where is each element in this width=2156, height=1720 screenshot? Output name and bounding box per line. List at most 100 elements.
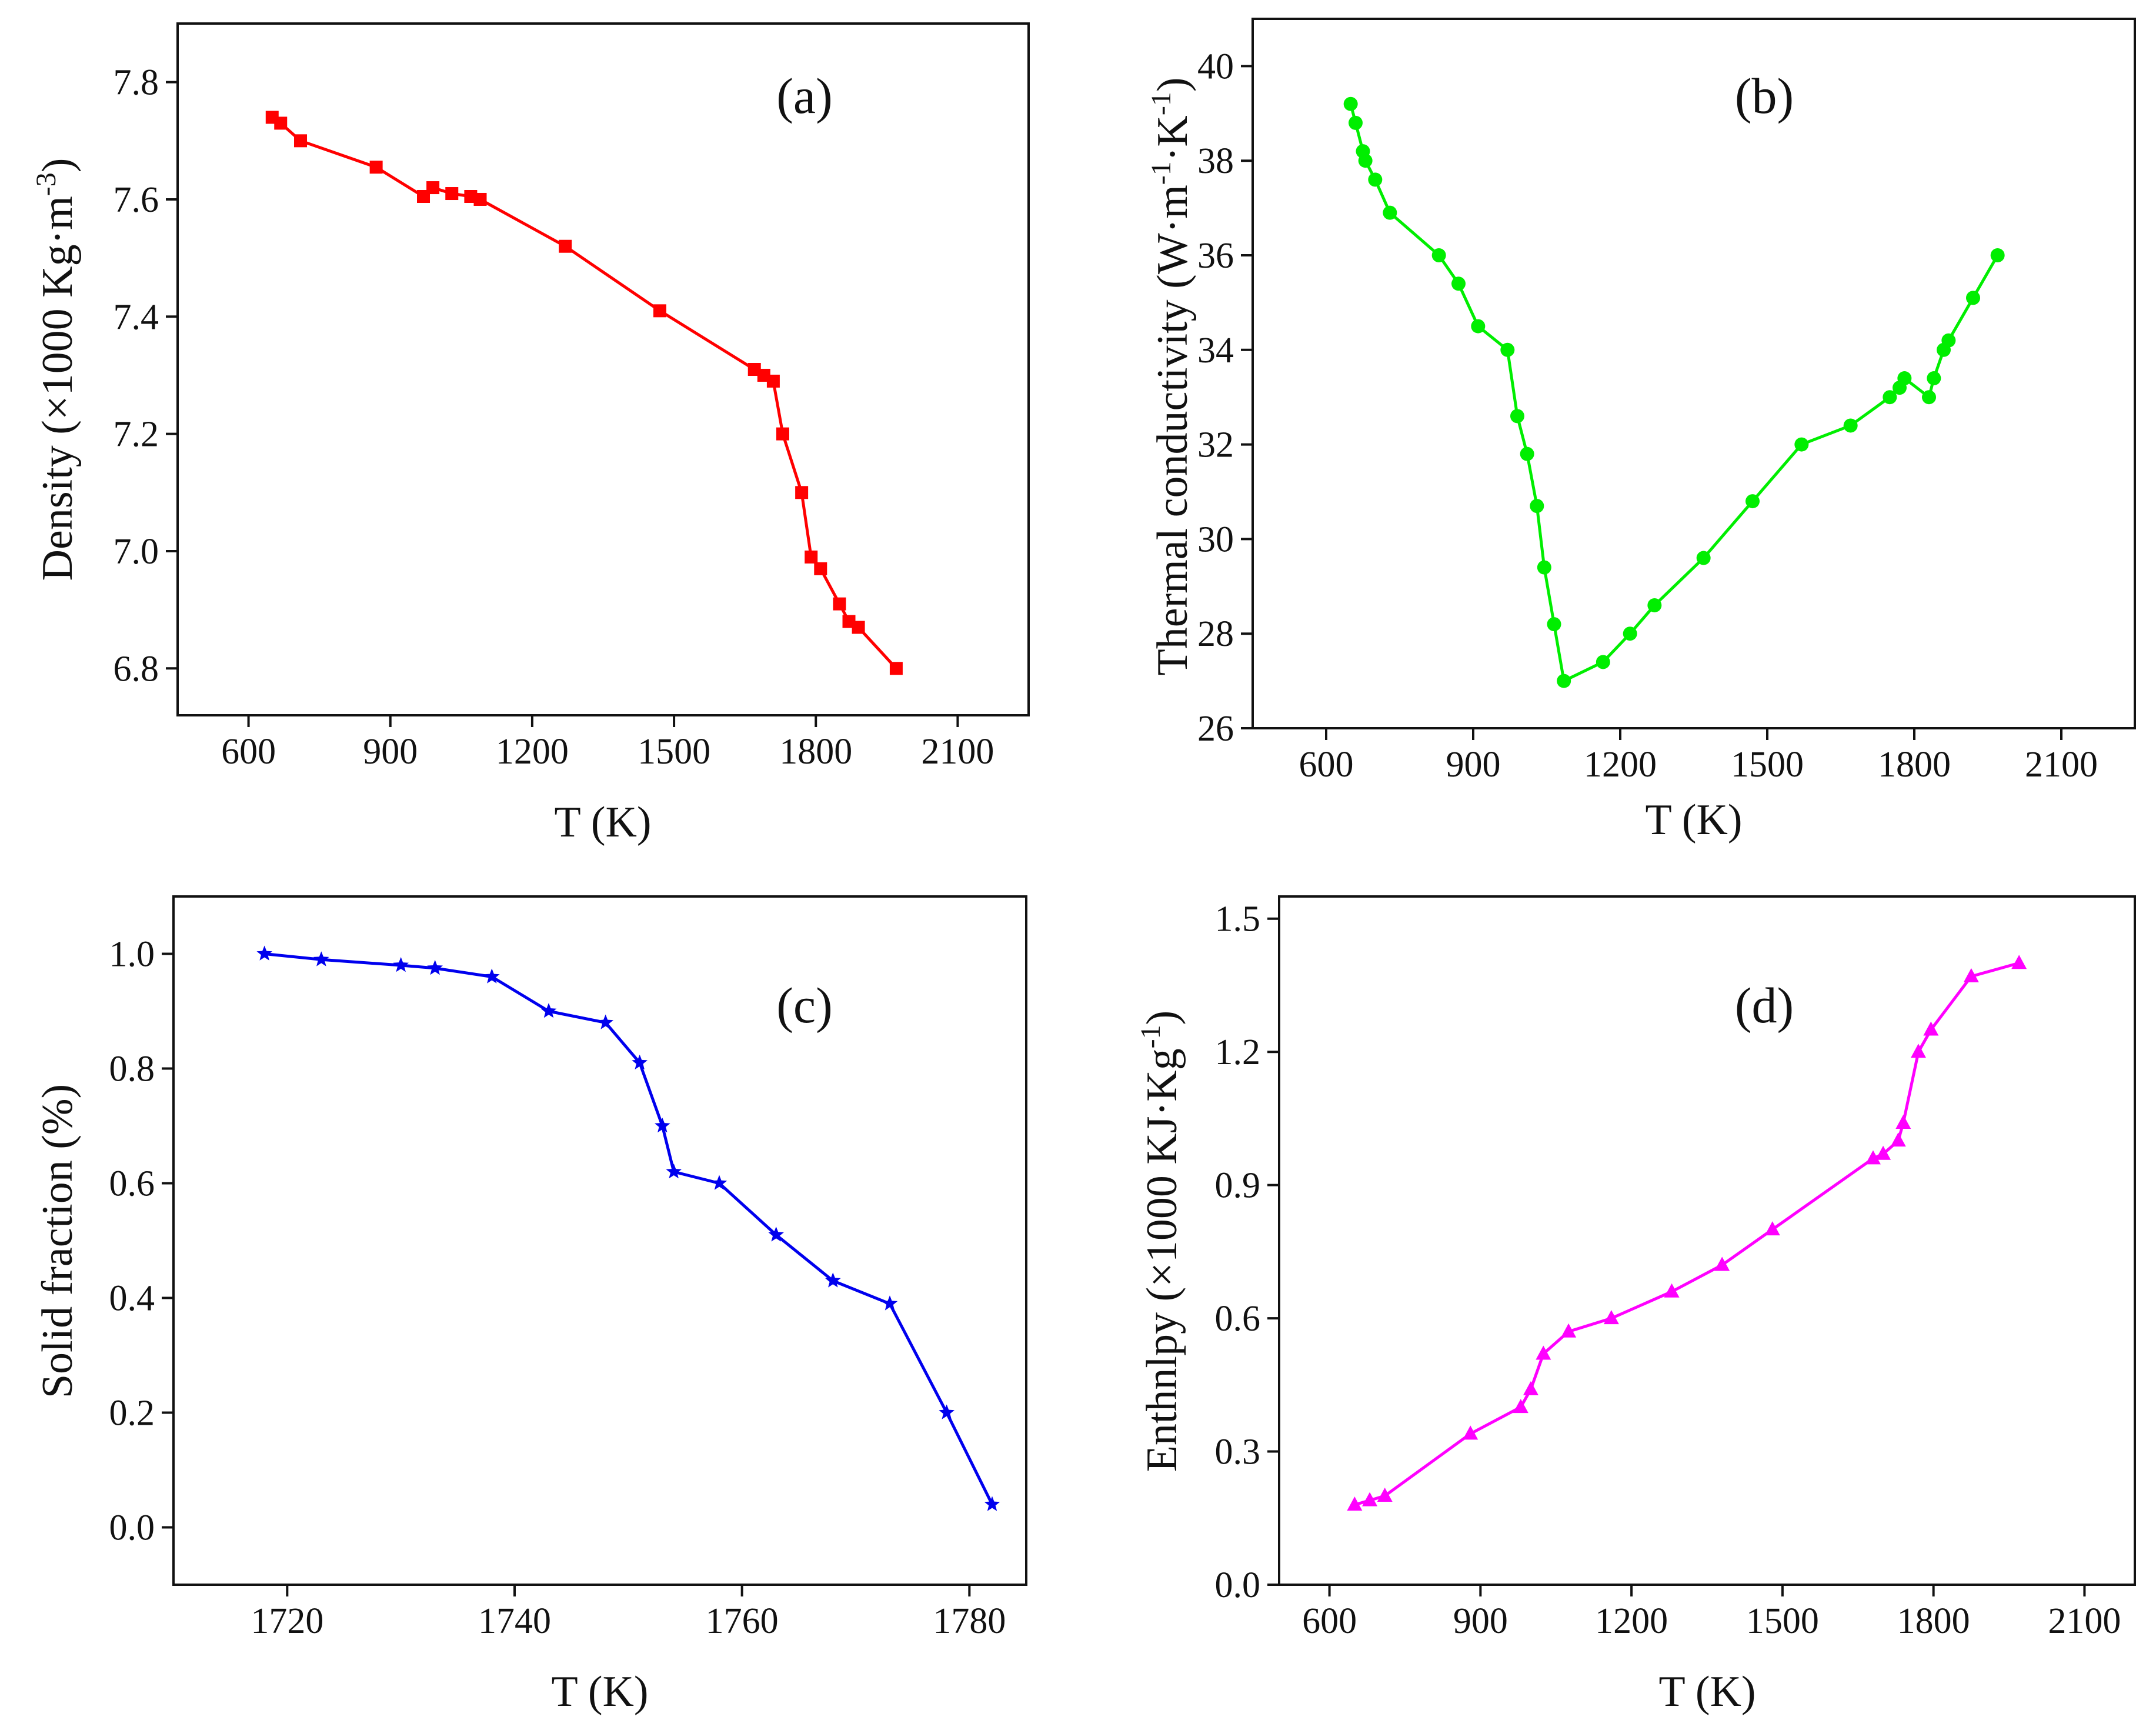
- panel-a-tag: (a): [776, 68, 832, 124]
- panel-d-y-axis-title: Enthnlpy (×1000 KJ·Kg-1): [1135, 1011, 1186, 1472]
- y-tick-label: 36: [1197, 236, 1234, 276]
- data-point: [1362, 1492, 1378, 1506]
- data-point: [1451, 276, 1466, 291]
- data-point: [1536, 1345, 1551, 1360]
- data-point: [256, 945, 272, 961]
- y-tick-label: 34: [1197, 331, 1234, 371]
- y-tick-label: 0.0: [1215, 1565, 1261, 1605]
- data-point: [1963, 968, 1979, 982]
- y-tick-label: 0.6: [109, 1164, 155, 1204]
- data-point: [1875, 1145, 1891, 1160]
- data-point: [540, 1003, 557, 1018]
- panel-d-y-title-end: ): [1138, 1011, 1186, 1025]
- y-tick-label: 7.4: [114, 297, 159, 337]
- x-tick-label: 1800: [1897, 1601, 1970, 1641]
- panel-a-series: [265, 111, 903, 675]
- y-tick-label: 7.0: [114, 532, 159, 572]
- data-point: [1547, 617, 1561, 632]
- data-point: [1431, 248, 1446, 262]
- panel-a-plot-frame: [176, 22, 1030, 716]
- panel-c-series-line: [264, 952, 994, 1505]
- x-tick-label: 1780: [933, 1601, 1006, 1641]
- x-tick-label: 1740: [478, 1601, 551, 1641]
- x-tick-label: 1200: [1595, 1601, 1668, 1641]
- x-tick-label: 1200: [496, 732, 569, 772]
- x-tick-label: 1500: [638, 732, 710, 772]
- data-point: [1561, 1323, 1577, 1338]
- panel-d-ticks: 600 900 1200 1500 1800 2100 0.0 0.3 0.6 0.9 1.2 1.5: [1215, 899, 2121, 1641]
- panel-d-x-axis-title: T (K): [1658, 1668, 1755, 1716]
- panel-b-y-title-sup2: -1: [1146, 92, 1177, 115]
- data-point: [1794, 437, 1809, 452]
- panel-a-y-axis-title: Density (×1000 Kg·m-3): [31, 158, 82, 581]
- data-point: [313, 951, 329, 966]
- y-tick-label: 32: [1197, 425, 1234, 465]
- data-point: [1890, 1132, 1906, 1147]
- panel-a-ticks: 600 900 1200 1500 1800 2100 6.8 7.0 7.2 7.4 7.6 7.8: [114, 63, 994, 772]
- data-point: [1530, 499, 1544, 514]
- data-point: [1500, 342, 1515, 357]
- panel-a-density-chart: 600 900 1200 1500 1800 2100 6.8 7.0 7.2 7.4 7.6 7.8…: [31, 22, 1030, 846]
- data-point: [1897, 371, 1912, 386]
- data-point: [1910, 1044, 1926, 1058]
- data-point: [1746, 494, 1760, 509]
- data-point: [1714, 1256, 1730, 1271]
- data-point: [1463, 1425, 1479, 1440]
- data-point: [653, 304, 666, 318]
- data-point: [852, 621, 865, 634]
- panel-d-series: [1347, 955, 2027, 1511]
- data-point: [711, 1175, 727, 1190]
- data-point: [1383, 205, 1397, 220]
- data-point: [1865, 1150, 1881, 1165]
- panel-d-tag: (d): [1735, 977, 1794, 1034]
- data-point: [1347, 1496, 1363, 1511]
- x-tick-label: 1760: [706, 1601, 779, 1641]
- data-point: [1647, 598, 1662, 612]
- panel-d-y-title-sup: -1: [1135, 1025, 1166, 1048]
- data-point: [484, 968, 500, 984]
- data-point: [1520, 446, 1534, 461]
- y-tick-label: 28: [1197, 614, 1234, 654]
- data-point: [1923, 1021, 1939, 1036]
- y-tick-label: 0.8: [109, 1049, 155, 1089]
- y-tick-label: 1.5: [1215, 899, 1261, 939]
- data-point: [1368, 172, 1383, 187]
- data-point: [2011, 955, 2027, 969]
- panel-a-y-title-sup: -3: [31, 172, 62, 196]
- x-tick-label: 900: [1446, 745, 1501, 785]
- panel-b-x-axis-title: T (K): [1645, 796, 1742, 844]
- data-point: [632, 1054, 648, 1070]
- panel-c-tag: (c): [776, 977, 832, 1034]
- data-point: [1557, 674, 1571, 688]
- data-point: [598, 1014, 613, 1029]
- data-point: [559, 239, 572, 253]
- x-tick-label: 1800: [779, 732, 852, 772]
- data-point: [393, 957, 409, 972]
- data-point: [1696, 551, 1711, 565]
- y-tick-label: 1.2: [1215, 1032, 1261, 1072]
- x-tick-label: 600: [1299, 745, 1354, 785]
- panel-b-y-axis-title: Thermal conductivity (W·m-1·K-1): [1146, 78, 1197, 676]
- data-point: [473, 192, 487, 206]
- data-point: [1358, 154, 1373, 168]
- panel-d-y-title-main: Enthnlpy (×1000 KJ·Kg: [1138, 1048, 1186, 1472]
- y-tick-label: 38: [1197, 141, 1234, 181]
- panel-a-y-title-main: Density (×1000 Kg·m: [34, 196, 82, 581]
- data-point: [1843, 418, 1858, 433]
- panel-c-series: [256, 945, 1000, 1511]
- data-point: [814, 562, 827, 575]
- x-tick-label: 1720: [251, 1601, 323, 1641]
- panel-d-series-line: [1354, 961, 2020, 1506]
- data-point: [1764, 1221, 1780, 1236]
- y-tick-label: 7.8: [114, 63, 159, 103]
- panel-c-x-axis-title: T (K): [551, 1668, 648, 1716]
- y-tick-label: 0.9: [1215, 1166, 1261, 1206]
- data-point: [1922, 390, 1936, 405]
- data-point: [1895, 1114, 1911, 1129]
- data-point: [1927, 371, 1941, 386]
- x-tick-label: 1200: [1584, 745, 1657, 785]
- data-point: [939, 1404, 954, 1419]
- data-point: [984, 1496, 1000, 1511]
- x-tick-label: 2100: [921, 732, 994, 772]
